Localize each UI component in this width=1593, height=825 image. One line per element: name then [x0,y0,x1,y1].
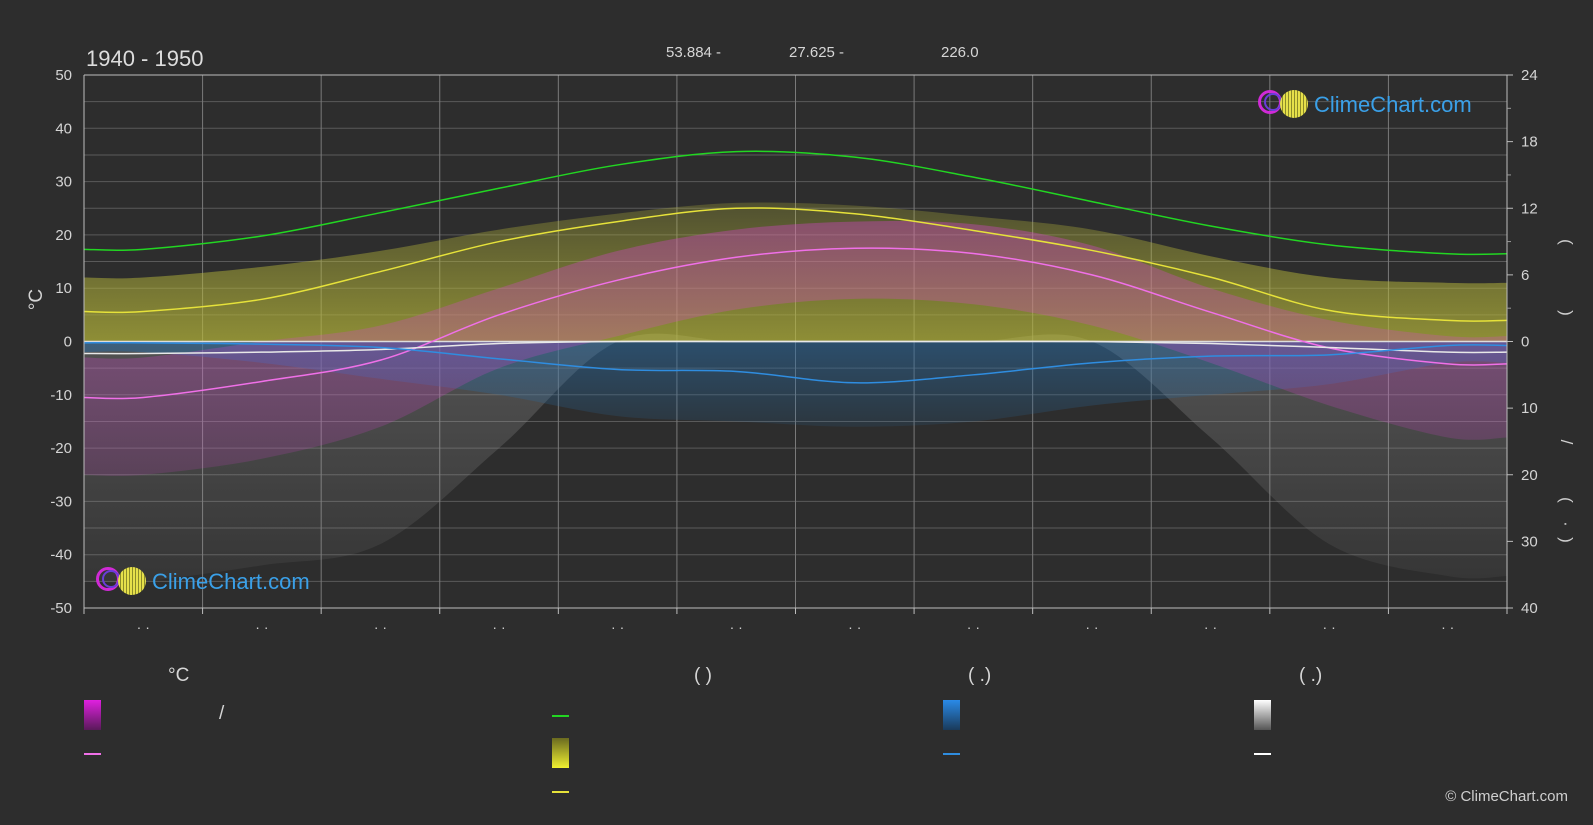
header-value-elevation: 226.0 [941,44,979,61]
right-tick-label: 12 [1521,200,1538,217]
data-bands [84,202,1507,583]
climechart-logo-icon [96,567,150,597]
data-lines [83,150,1508,400]
series-line-sunshine [83,207,1508,322]
legend-sunshine-swatch [552,738,569,768]
temperature-band [84,220,1507,476]
x-tick-label: · · [1204,619,1217,635]
right-tick-label: 10 [1521,400,1538,417]
legend-daylight-line [552,715,569,717]
x-tick-label: · · [1323,619,1336,635]
right-tick-label: 20 [1521,467,1538,484]
legend-rain-heading: ( .) [968,665,992,686]
chart-title: 1940 - 1950 [86,46,204,71]
legend-rain-swatch [943,700,960,730]
legend-snow-swatch [1254,700,1271,730]
legend-sunshine-heading: ( ) [694,665,712,686]
series-line-temp_max_avg [83,247,1508,400]
legend-snow-avg-line [1254,753,1271,755]
legend-temp-range-swatch [84,700,101,730]
legend-swatches [84,700,1271,793]
right-axis-glyph: ( [1557,497,1576,503]
right-tick-label: 40 [1521,600,1538,617]
x-tick-label: · · [1441,619,1454,635]
legend-rain-avg-line [943,753,960,755]
legend-temperature-heading: °C [168,665,190,686]
x-tick-label: · · [255,619,268,635]
left-tick-label: -50 [50,600,72,617]
series-line-rain_avg [83,341,1508,384]
left-axis-label: °C [26,289,47,310]
copyright: © ClimeChart.com [1445,788,1568,805]
brand-logo-bottom[interactable]: ClimeChart.com [96,567,310,597]
right-tick-label: 24 [1521,67,1538,84]
left-tick-label: -10 [50,387,72,404]
climechart-logo-icon [1258,90,1312,120]
brand-logo-top[interactable]: ClimeChart.com [1258,90,1472,120]
x-tick-label: · · [730,619,743,635]
left-tick-label: 0 [64,334,72,351]
right-axis-glyph: / [1557,440,1576,445]
legend-temp-avg-line [84,753,101,755]
right-axis-glyph: ) [1557,537,1576,543]
x-tick-label: · · [967,619,980,635]
right-tick-label: 18 [1521,134,1538,151]
legend-snow-heading: ( .) [1299,665,1323,686]
right-axis-glyph: · [1557,521,1576,527]
legend-sunshine-avg-line [552,791,569,793]
left-tick-label: -40 [50,547,72,564]
right-tick-label: 6 [1521,267,1529,284]
left-tick-label: 10 [55,280,72,297]
left-tick-label: 20 [55,227,72,244]
left-tick-label: 40 [55,120,72,137]
right-axis-glyph: ( [1557,239,1576,245]
legend-temperature-slash: / [219,703,225,724]
series-line-daylight [83,150,1508,256]
x-tick-label: · · [848,619,861,635]
series-line-snow_avg [83,340,1508,355]
right-tick-label: 0 [1521,334,1529,351]
left-tick-label: -30 [50,493,72,510]
brand-name: ClimeChart.com [1314,92,1472,117]
x-tick-label: · · [374,619,387,635]
brand-name: ClimeChart.com [152,569,310,594]
right-tick-label: 30 [1521,533,1538,550]
axes: 50 40 30 20 10 0 -10 -20 -30 -40 -50 °C 24 18 12 6 0 10 20… [26,67,1576,635]
x-tick-label: · · [611,619,624,635]
x-tick-label: · · [492,619,505,635]
left-tick-label: 50 [55,67,72,84]
right-axis-glyph: ) [1557,310,1576,316]
left-tick-label: 30 [55,174,72,191]
header-value-lon: 27.625 - [789,44,845,61]
x-tick-label: · · [1085,619,1098,635]
x-tick-label: · · [137,619,150,635]
left-tick-label: -20 [50,440,72,457]
header-value-lat: 53.884 - [666,44,722,61]
